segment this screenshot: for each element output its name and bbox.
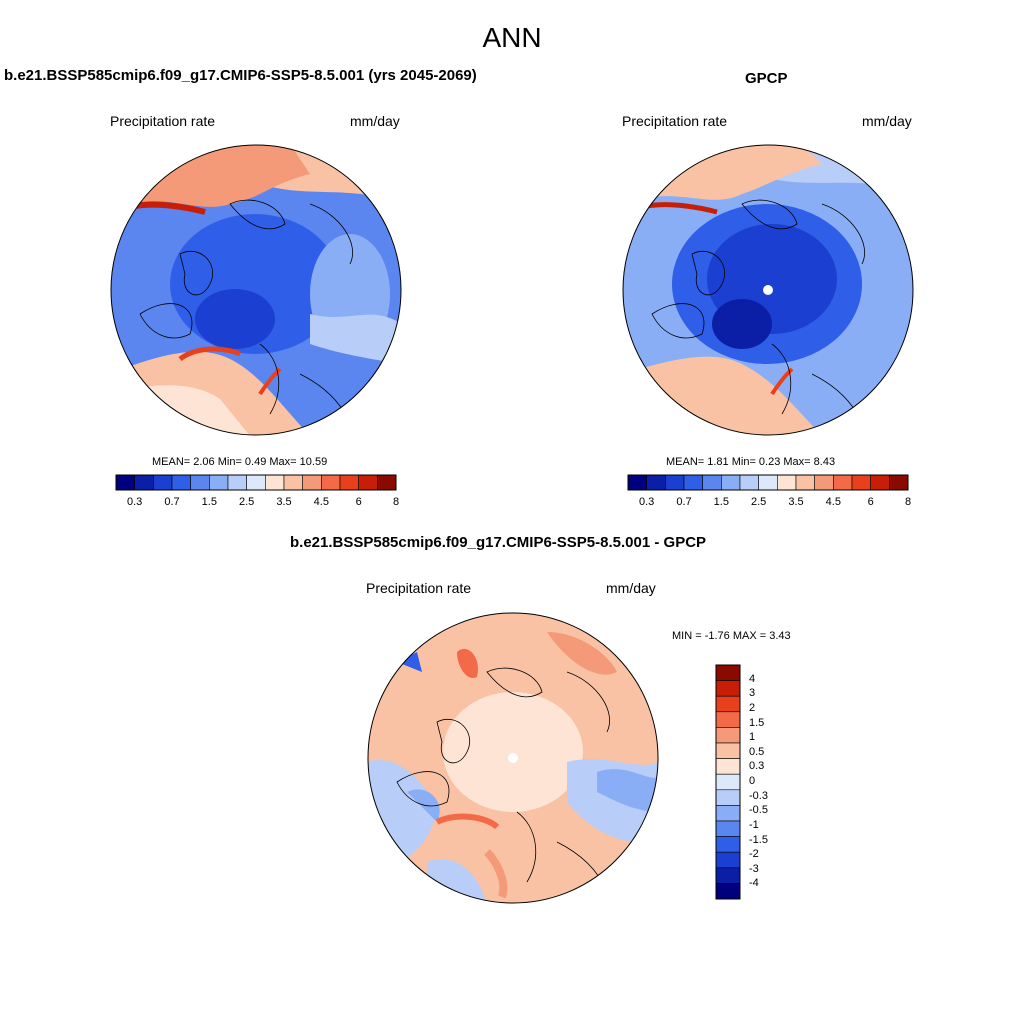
colorbar-swatch [758, 474, 778, 491]
colorbar-tick-label: 4 [749, 672, 756, 685]
colorbar-swatch [339, 474, 359, 491]
diff-variable-label: Precipitation rate [366, 580, 472, 596]
colorbar-tick-label: 2 [749, 701, 756, 714]
colorbar-tick-label: 3.5 [276, 496, 292, 508]
colorbar-tick-label: -0.3 [749, 789, 768, 802]
colorbar-swatch [715, 711, 741, 728]
colorbar-tick-label: 6 [355, 496, 362, 508]
colorbar-tick-label: 4.5 [313, 496, 329, 508]
colorbar-swatch [227, 474, 247, 491]
colorbar-swatch [283, 474, 303, 491]
colorbar-tick-label: -4 [749, 877, 759, 890]
diff-units-label: mm/day [606, 580, 656, 596]
colorbar-tick-label: 8 [904, 496, 912, 508]
colorbar-swatch [302, 474, 322, 491]
obs-colorbar [627, 474, 909, 491]
colorbar-swatch [209, 474, 229, 491]
colorbar-swatch [715, 883, 741, 900]
obs-variable-label: Precipitation rate [622, 113, 728, 129]
colorbar-swatch [715, 773, 741, 791]
colorbar-tick-label: -0.5 [749, 804, 768, 817]
colorbar-tick-label: 0.3 [639, 496, 655, 508]
colorbar-tick-label: -1 [749, 818, 759, 831]
colorbar-tick-label: -1.5 [749, 833, 768, 846]
colorbar-swatch [715, 789, 741, 806]
colorbar-swatch [715, 836, 741, 853]
colorbar-swatch [851, 474, 871, 491]
colorbar-swatch [715, 695, 741, 713]
diff-polar-map [367, 612, 659, 904]
colorbar-tick-label: 0.7 [676, 496, 692, 508]
diff-colorbar [715, 664, 741, 900]
colorbar-tick-label: 1.5 [713, 496, 729, 508]
colorbar-tick-label: 0.5 [749, 745, 765, 758]
colorbar-swatch [715, 758, 741, 775]
colorbar-tick-label: 0.3 [127, 496, 143, 508]
colorbar-swatch [321, 474, 341, 491]
colorbar-swatch [115, 474, 135, 491]
colorbar-swatch [889, 474, 909, 491]
colorbar-swatch [715, 680, 741, 697]
obs-polar-map [622, 144, 914, 436]
colorbar-swatch [246, 474, 266, 491]
colorbar-tick-label: 6 [867, 496, 874, 508]
page-title: ANN [482, 22, 542, 53]
colorbar-swatch [777, 474, 797, 491]
colorbar-tick-label: 8 [392, 496, 400, 508]
colorbar-swatch [715, 820, 741, 837]
colorbar-swatch [715, 664, 741, 681]
colorbar-tick-label: 4.5 [825, 496, 841, 508]
colorbar-swatch [715, 867, 741, 884]
colorbar-swatch [870, 474, 890, 491]
colorbar-swatch [739, 474, 759, 491]
colorbar-swatch [795, 474, 815, 491]
obs-units-label: mm/day [862, 113, 912, 129]
colorbar-tick-label: 0 [749, 775, 756, 787]
colorbar-swatch [715, 805, 741, 822]
model-colorbar [115, 474, 397, 491]
colorbar-tick-label: 3 [749, 687, 756, 700]
colorbar-swatch [358, 474, 378, 491]
model-panel-title: b.e21.BSSP585cmip6.f09_g17.CMIP6-SSP5-8.… [4, 67, 477, 84]
colorbar-swatch [377, 474, 397, 491]
colorbar-tick-label: 1 [749, 731, 756, 744]
model-polar-map [110, 144, 402, 436]
diff-panel-title: b.e21.BSSP585cmip6.f09_g17.CMIP6-SSP5-8.… [290, 534, 707, 551]
colorbar-swatch [134, 474, 154, 491]
colorbar-tick-label: 0.3 [749, 760, 765, 773]
colorbar-swatch [265, 474, 285, 491]
colorbar-swatch [665, 474, 685, 491]
model-variable-label: Precipitation rate [110, 113, 216, 129]
colorbar-tick-label: 2.5 [751, 496, 767, 508]
colorbar-tick-label: -2 [749, 848, 759, 861]
colorbar-tick-label: 1.5 [749, 716, 765, 729]
colorbar-swatch [715, 742, 741, 759]
model-stats: MEAN= 2.06 Min= 0.49 Max= 10.59 [152, 456, 328, 468]
colorbar-swatch [814, 474, 834, 491]
colorbar-tick-label: 3.5 [788, 496, 804, 508]
colorbar-swatch [715, 851, 741, 869]
obs-panel-title: GPCP [745, 70, 788, 87]
colorbar-swatch [715, 727, 741, 744]
colorbar-tick-label: 1.5 [201, 496, 217, 508]
colorbar-swatch [683, 474, 703, 491]
colorbar-tick-label: 0.7 [164, 496, 180, 508]
obs-stats: MEAN= 1.81 Min= 0.23 Max= 8.43 [666, 456, 836, 468]
colorbar-tick-label: 2.5 [239, 496, 255, 508]
colorbar-swatch [171, 474, 191, 491]
colorbar-swatch [702, 474, 722, 491]
model-units-label: mm/day [350, 113, 400, 129]
colorbar-swatch [721, 474, 741, 491]
colorbar-tick-label: -3 [749, 862, 759, 875]
colorbar-swatch [646, 474, 666, 491]
colorbar-swatch [627, 474, 647, 491]
colorbar-swatch [190, 474, 210, 491]
colorbar-swatch [833, 474, 853, 491]
colorbar-swatch [153, 474, 173, 491]
diff-stats: MIN = -1.76 MAX = 3.43 [672, 630, 791, 642]
